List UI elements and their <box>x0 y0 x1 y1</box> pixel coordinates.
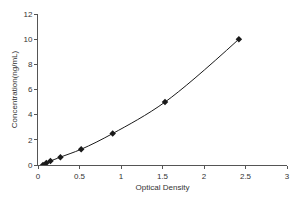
svg-text:Concentration(ng/mL): Concentration(ng/mL) <box>10 50 19 128</box>
svg-text:2.5: 2.5 <box>240 172 252 181</box>
svg-text:2: 2 <box>202 172 207 181</box>
svg-text:4: 4 <box>28 110 33 119</box>
svg-text:3: 3 <box>285 172 290 181</box>
svg-text:2: 2 <box>28 136 33 145</box>
svg-text:6: 6 <box>28 85 33 94</box>
svg-text:Optical Density: Optical Density <box>136 183 190 192</box>
svg-text:8: 8 <box>28 60 33 69</box>
svg-text:0: 0 <box>28 161 33 170</box>
svg-text:1.5: 1.5 <box>157 172 169 181</box>
svg-text:1: 1 <box>119 172 124 181</box>
svg-text:12: 12 <box>23 10 32 19</box>
svg-text:0.5: 0.5 <box>74 172 86 181</box>
svg-text:10: 10 <box>23 35 32 44</box>
svg-text:0: 0 <box>36 172 41 181</box>
